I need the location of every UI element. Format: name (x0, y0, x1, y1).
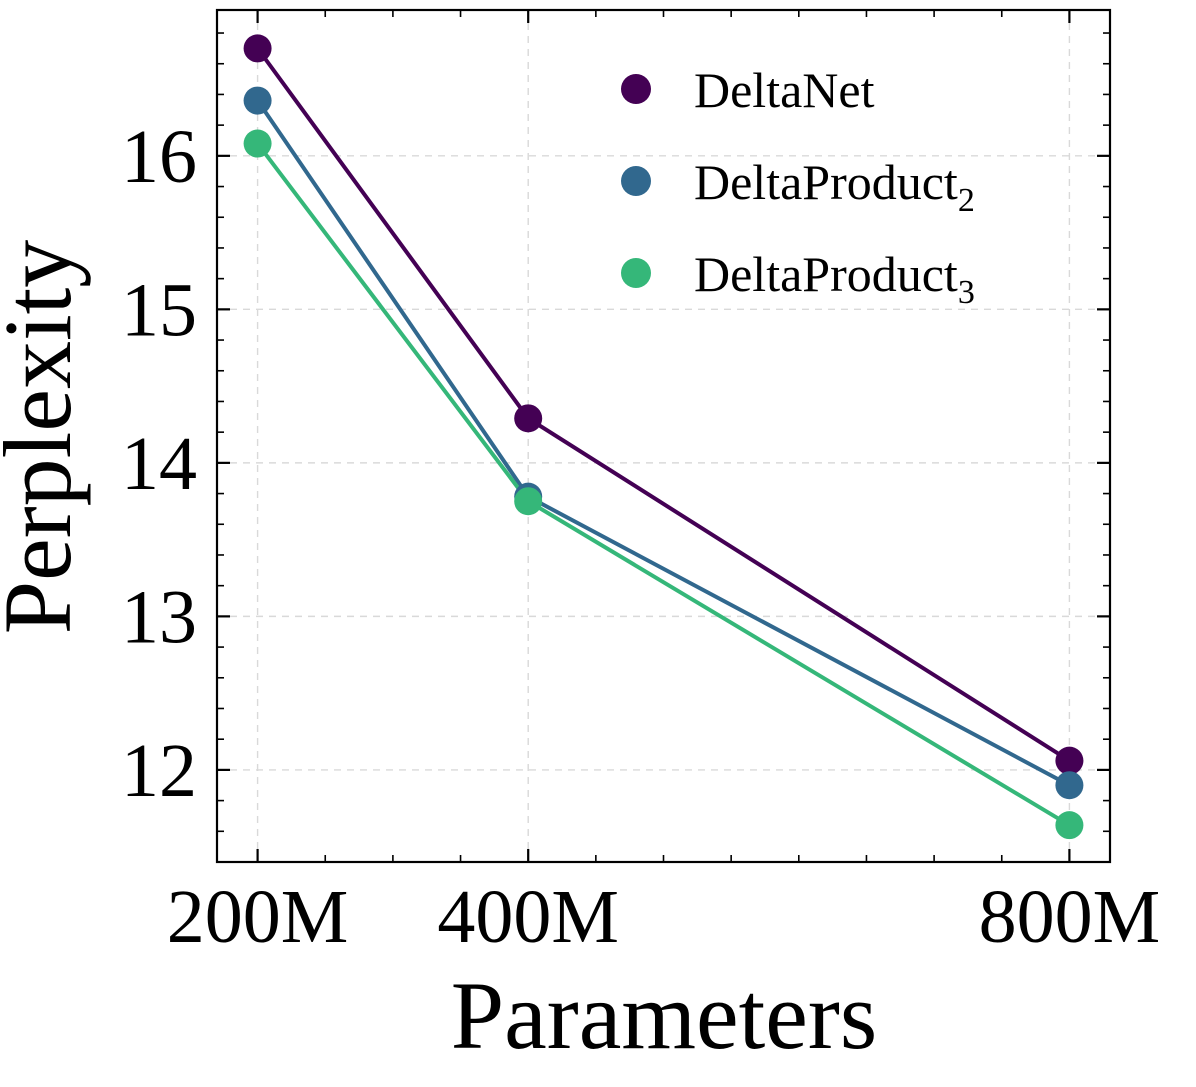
point-DeltaProduct2-200M (243, 86, 272, 115)
series-points (243, 34, 1084, 840)
point-DeltaProduct3-800M (1055, 811, 1084, 840)
x-tick-label-200M: 200M (167, 875, 349, 959)
point-DeltaProduct2-800M (1055, 771, 1084, 800)
legend-subscript: 3 (958, 274, 975, 311)
grid (217, 10, 1110, 862)
legend: DeltaNet DeltaProduct2 DeltaProduct3 (621, 62, 975, 311)
y-axis-label: Perplexity (0, 240, 91, 635)
legend-label-DeltaNet: DeltaNet (694, 62, 875, 118)
x-tick-label-800M: 800M (979, 875, 1161, 959)
point-DeltaProduct3-200M (243, 129, 272, 158)
point-DeltaNet-200M (243, 34, 272, 63)
point-DeltaNet-800M (1055, 746, 1084, 775)
legend-subscript: 2 (958, 182, 975, 219)
legend-marker-DeltaNet (621, 74, 651, 104)
legend-label-DeltaProduct2: DeltaProduct2 (694, 154, 975, 219)
y-tick-label-16: 16 (121, 115, 197, 199)
x-tick-label-400M: 400M (437, 875, 619, 959)
tick-labels: 200M 400M 800M 12 13 14 15 16 (121, 115, 1160, 959)
point-DeltaNet-400M (514, 404, 543, 433)
y-tick-label-13: 13 (121, 575, 197, 659)
legend-marker-DeltaProduct2 (621, 166, 651, 196)
y-tick-label-14: 14 (121, 422, 197, 506)
legend-marker-DeltaProduct3 (621, 258, 651, 288)
plot-frame (215, 8, 1112, 864)
x-axis-label: Parameters (451, 962, 877, 1069)
axis-ticks (217, 10, 1110, 862)
y-tick-label-12: 12 (121, 729, 197, 813)
legend-label-DeltaProduct3: DeltaProduct3 (694, 246, 975, 311)
y-tick-label-15: 15 (121, 268, 197, 352)
point-DeltaProduct3-400M (514, 487, 543, 516)
